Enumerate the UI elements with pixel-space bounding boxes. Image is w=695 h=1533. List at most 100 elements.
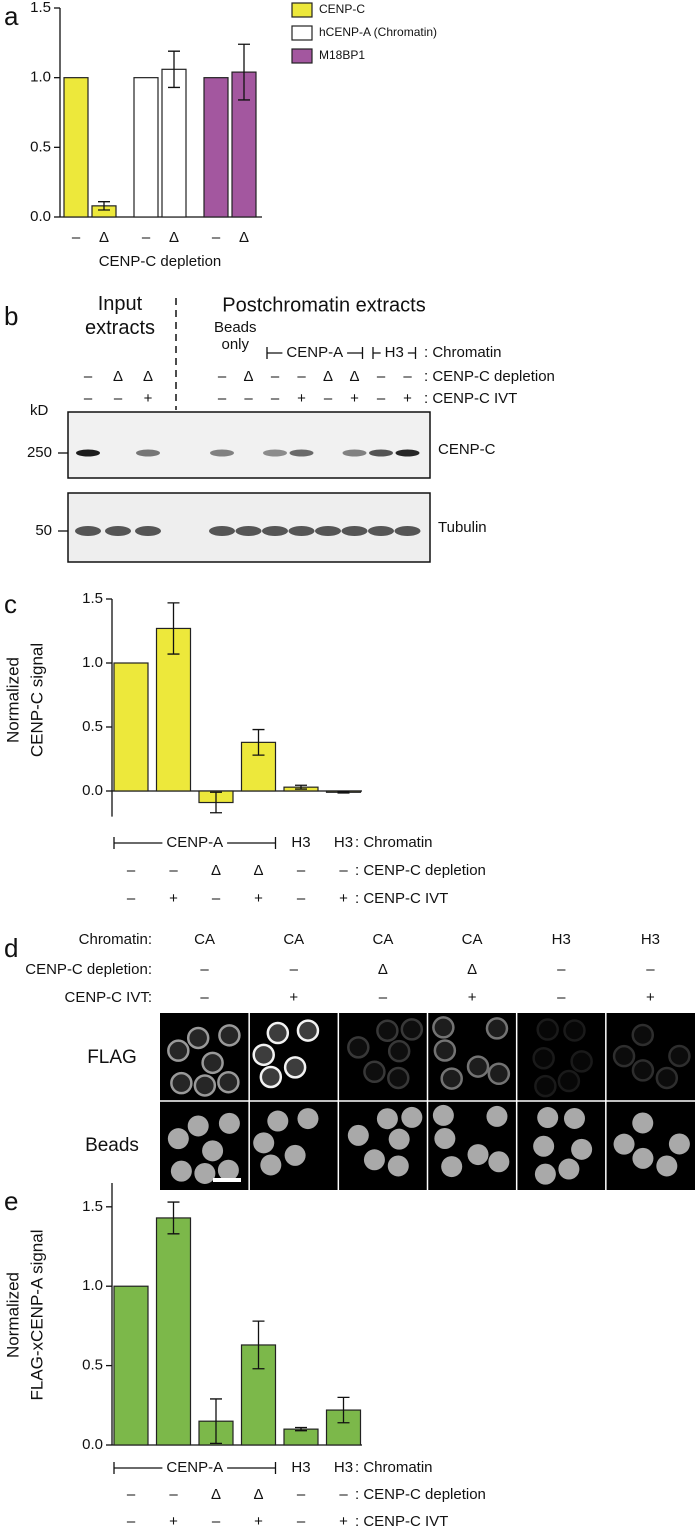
legend-swatch [291,48,313,64]
row-cell: Δ [467,961,477,978]
y-tick-label: 1.0 [82,654,103,671]
bead [632,1112,654,1134]
y-axis-label: Normalized [3,657,22,743]
row-label: : Chromatin [355,834,433,851]
error-bar [295,784,307,790]
bead [217,1159,239,1181]
flag-bead [201,1051,224,1075]
band [395,449,420,457]
row-cell: – [297,368,306,385]
bar [113,662,149,792]
row-cell: – [127,890,136,907]
row-cell: – [297,890,306,907]
row-cell: Δ [211,862,221,879]
row-label: : CENP-C depletion [355,1486,486,1503]
bar [161,68,187,218]
row-cell: – [218,390,227,407]
row-label: : CENP-C depletion [424,368,555,385]
row-cell: – [379,989,388,1006]
row-cell: – [84,390,93,407]
band [136,449,160,457]
bead [267,1110,289,1132]
bead [284,1144,306,1166]
bead [571,1138,593,1160]
flag-bead [387,1039,411,1063]
x-tick-label: – [72,229,81,246]
panel-letter: a [4,1,19,31]
bead [613,1133,635,1155]
row-cell: – [557,989,566,1006]
row-label: : CENP-C IVT [355,890,448,907]
row-cell: H3 [334,1459,353,1476]
flag-bead [440,1067,463,1090]
row-label: : Chromatin [424,344,502,361]
row-cell: Δ [113,368,123,385]
row-cell: + [297,390,306,407]
row-label: : CENP-C IVT [355,1513,448,1530]
flag-bead [536,1018,559,1041]
flag-bead [532,1046,555,1070]
error-bar [238,43,250,101]
y-tick-label: 0.5 [82,718,103,735]
row-cell: – [377,368,386,385]
flag-bead [631,1023,655,1047]
row-cell: Beads only [213,319,257,353]
row-cell: – [84,368,93,385]
bead [488,1151,510,1173]
row-cell: CENP-A [166,834,223,851]
panel-letter: c [4,589,17,619]
row-cell: CENP-A [166,1459,223,1476]
row-cell: + [339,890,348,907]
row-cell: + [144,390,153,407]
row-cell: – [200,961,209,978]
row-cell: – [403,368,412,385]
error-bar [295,1426,307,1432]
bracket [266,347,364,359]
row-cell: Δ [253,862,263,879]
bead [253,1132,275,1154]
bar [155,627,192,792]
y-tick-label: 0.0 [82,782,103,799]
bead [533,1135,555,1157]
row-cell: H3 [334,834,353,851]
row-cell: CA [283,931,304,948]
flag-bead [432,1016,455,1039]
bar [231,71,257,218]
row-cell: – [127,1486,136,1503]
flag-bead [387,1066,410,1090]
bead [376,1108,398,1130]
error-bar [252,728,265,756]
bead [563,1107,585,1129]
row-cell: – [169,862,178,879]
flag-bead [631,1059,655,1082]
flag-bead [534,1074,557,1098]
legend-label: CENP-C [319,2,365,16]
row-cell: – [169,1486,178,1503]
flag-bead [167,1039,190,1062]
band [105,526,131,536]
flag-bead [570,1050,593,1073]
y-axis-label: FLAG-xCENP-A signal [27,1230,46,1401]
row-cell: + [350,390,359,407]
row-cell: + [646,989,655,1006]
row-cell: + [289,989,298,1006]
bar [113,1285,149,1446]
bead [486,1105,508,1127]
band [210,449,234,457]
row-cell: CA [194,931,215,948]
band [262,526,288,536]
bar [283,1428,319,1446]
row-cell: CENP-A [286,344,343,361]
protein-label: CENP-C [438,441,496,458]
bead [434,1127,456,1149]
row-label: : CENP-C IVT [424,390,517,407]
row-cell: – [297,862,306,879]
bead [260,1154,282,1176]
row-cell: CA [372,931,393,948]
flag-bead [218,1024,241,1047]
flag-bead [296,1019,320,1042]
row-cell: + [403,390,412,407]
x-tick-label: – [212,229,221,246]
